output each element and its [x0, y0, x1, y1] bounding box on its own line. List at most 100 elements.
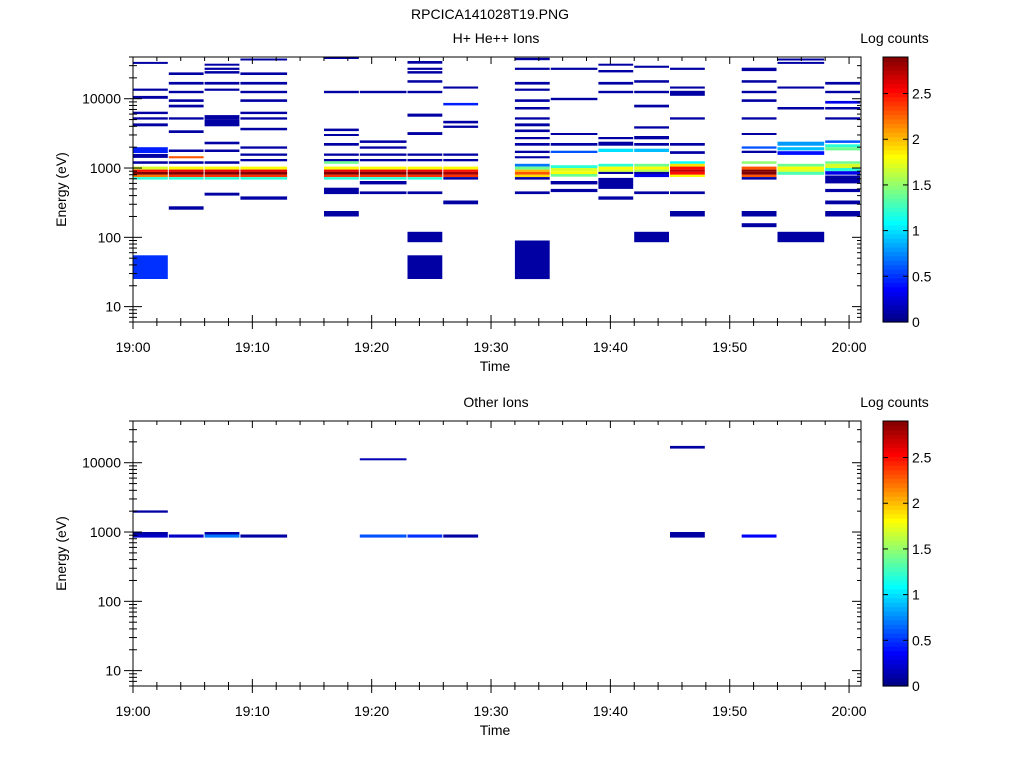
heatmap-cell [133, 171, 168, 175]
colorbar-tick-label: 1.5 [912, 177, 932, 193]
heatmap-cell [407, 177, 443, 180]
heatmap-cell [670, 163, 705, 167]
heatmap-cell [133, 117, 168, 120]
heatmap-cell [168, 177, 204, 180]
heatmap-cell [514, 99, 550, 102]
colorbar-segment [883, 132, 908, 138]
colorbar-segment [883, 451, 908, 457]
colorbar-segment [883, 114, 908, 120]
heatmap-cell [777, 166, 825, 170]
heatmap-cell [598, 163, 634, 167]
heatmap-cell [741, 133, 777, 135]
heatmap-cell [670, 117, 705, 120]
heatmap-cell [240, 81, 288, 85]
heatmap-cell [324, 166, 359, 170]
heatmap-cell [324, 169, 359, 172]
heatmap-cell [359, 171, 407, 175]
x-tick-label: 19:40 [593, 703, 628, 719]
colorbar-tick-label: 1 [912, 223, 920, 239]
heatmap-cell [825, 175, 860, 184]
colorbar-segment [883, 154, 908, 160]
colorbar-segment [883, 176, 908, 182]
heatmap-cell [359, 169, 407, 172]
heatmap-cell [133, 123, 168, 127]
heatmap-cell [359, 458, 407, 461]
heatmap-cell [324, 171, 359, 175]
x-axis: 19:00 19:10 19:20 19:30 19:40 19:50 20:00 [115, 421, 867, 719]
heatmap-cell [670, 534, 705, 538]
heatmap-cell [550, 67, 598, 70]
colorbar-segment [883, 211, 908, 217]
heatmap-cell [550, 133, 598, 135]
heatmap-cell [133, 147, 168, 153]
heatmap-cell [514, 123, 550, 127]
heatmap-cell [443, 534, 479, 538]
colorbar-segment [883, 220, 908, 226]
colorbar-segment [883, 304, 908, 310]
y-tick-label: 1000 [90, 160, 121, 176]
heatmap-cell [741, 146, 777, 149]
colorbar-segment [883, 500, 908, 506]
y-tick-label: 100 [98, 229, 122, 245]
colorbar-segment [883, 286, 908, 292]
heatmap-cell [407, 191, 443, 195]
heatmap-cell [407, 61, 443, 64]
heatmap-cell [514, 117, 550, 120]
x-tick-label: 19:00 [115, 339, 150, 355]
heatmap-cell [514, 81, 550, 85]
colorbar-segment [883, 110, 908, 116]
heatmap-cell [777, 61, 825, 64]
heatmap-cell [670, 161, 705, 164]
heatmap-cell [777, 141, 825, 146]
heatmap-cell [443, 171, 479, 175]
colorbar-tick-label: 0.5 [912, 632, 932, 648]
x-tick-label: 19:40 [593, 339, 628, 355]
heatmap-cell [324, 153, 359, 156]
colorbar-segment [883, 429, 908, 435]
y-axis-label: Energy (eV) [53, 152, 69, 227]
colorbar-segment [883, 624, 908, 630]
colorbar-segment [883, 193, 908, 199]
heatmap-cell [634, 231, 669, 243]
x-tick-label: 19:20 [354, 339, 389, 355]
colorbar-segment [883, 456, 908, 462]
heatmap-cell [514, 163, 550, 167]
heatmap-cell [359, 177, 407, 180]
heatmap-cell [240, 171, 288, 175]
heatmap-cell [598, 70, 634, 73]
y-axis-label: Energy (eV) [53, 516, 69, 591]
heatmap-cell [634, 163, 669, 167]
heatmap-cell [443, 125, 479, 128]
colorbar-segment [883, 672, 908, 678]
heatmap-cell [634, 166, 669, 170]
colorbar-segment [883, 668, 908, 674]
colorbar-segment [883, 295, 908, 301]
heatmap-cell [741, 150, 777, 153]
colorbar-segment [883, 527, 908, 533]
heatmap-cell [407, 113, 443, 117]
colorbar-segment [883, 127, 908, 133]
heatmap-cell [133, 174, 168, 177]
heatmap-cell [634, 65, 669, 68]
heatmap-cell [204, 119, 240, 127]
colorbar-segment [883, 105, 908, 111]
heatmap-cell [407, 166, 443, 170]
colorbar-segment [883, 469, 908, 475]
x-tick-label: 19:30 [474, 339, 509, 355]
colorbar-segment [883, 588, 908, 594]
heatmap-cell [407, 153, 443, 156]
colorbar-segment [883, 260, 908, 266]
colorbar-segment [883, 317, 908, 323]
colorbar: 0 0.5 1 1.5 2 2.5 Log counts [860, 394, 931, 694]
colorbar-segment [883, 273, 908, 279]
heatmap-cell [168, 149, 204, 152]
colorbar-segment [883, 96, 908, 102]
heatmap-cell [133, 177, 168, 180]
heatmap-cell [550, 97, 598, 101]
colorbar-tick-label: 2.5 [912, 86, 932, 102]
colorbar-segment [883, 118, 908, 124]
x-tick-label: 19:10 [235, 339, 270, 355]
colorbar-segment [883, 584, 908, 590]
colorbar-segment [883, 482, 908, 488]
heatmap-cell [741, 80, 777, 83]
